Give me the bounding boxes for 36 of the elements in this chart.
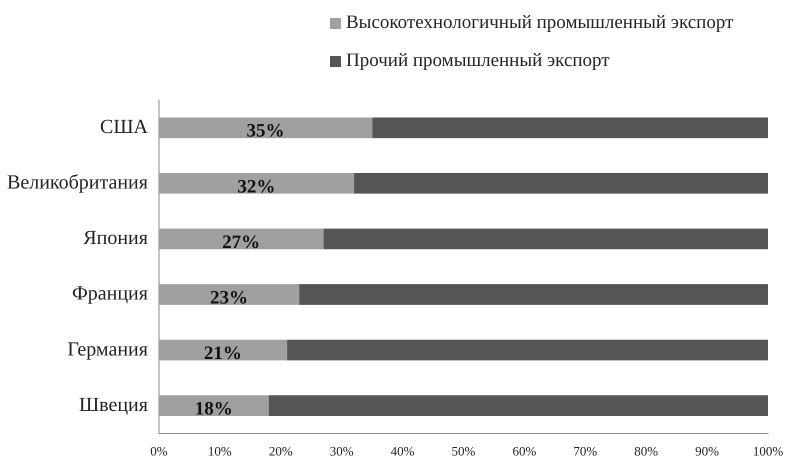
y-tick-label: Япония bbox=[83, 227, 148, 250]
y-tick-label: Франция bbox=[72, 282, 148, 305]
x-tick-label: 10% bbox=[208, 444, 232, 459]
y-tick-label: Швеция bbox=[78, 394, 148, 416]
x-tick-label: 30% bbox=[330, 444, 354, 459]
x-tick-label: 70% bbox=[573, 444, 598, 459]
y-tick-label: США bbox=[100, 116, 148, 138]
bar bbox=[158, 173, 354, 194]
x-tick-label: 100% bbox=[752, 444, 784, 459]
bar bbox=[372, 117, 768, 138]
legend-label: Высокотехнологичный промышленный экспорт bbox=[346, 12, 734, 34]
x-tick-label: 80% bbox=[634, 444, 658, 459]
bar bbox=[158, 284, 300, 305]
x-tick-label: 40% bbox=[390, 444, 415, 459]
bar bbox=[158, 228, 324, 250]
x-tick-label: 90% bbox=[695, 444, 720, 459]
y-tick-label: Германия bbox=[67, 338, 148, 360]
data-label: 21% bbox=[204, 342, 242, 364]
bar bbox=[158, 117, 372, 138]
x-tick-label: 60% bbox=[512, 444, 536, 459]
bar bbox=[268, 395, 768, 416]
data-label: 27% bbox=[222, 232, 260, 253]
bar bbox=[323, 228, 768, 250]
data-label: 32% bbox=[237, 176, 276, 198]
data-label: 23% bbox=[210, 287, 248, 308]
y-tick-label: Великобритания bbox=[6, 172, 148, 194]
data-label: 35% bbox=[246, 120, 285, 142]
data-label: 18% bbox=[194, 398, 233, 420]
x-tick-label: 50% bbox=[452, 444, 476, 459]
x-tick-label: 0% bbox=[150, 444, 168, 459]
legend-label: Прочий промышленный экспорт bbox=[346, 50, 610, 72]
bar bbox=[298, 284, 768, 305]
bar bbox=[354, 173, 768, 194]
x-tick-label: 20% bbox=[268, 444, 293, 459]
bar bbox=[286, 340, 768, 360]
bar bbox=[158, 340, 288, 360]
